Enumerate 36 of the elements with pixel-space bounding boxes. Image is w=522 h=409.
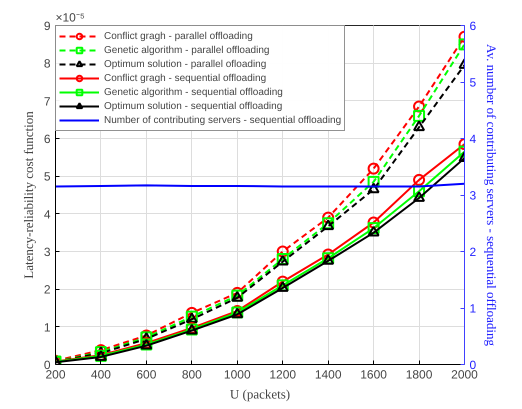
y-tick-label: 8 — [44, 56, 51, 71]
y2-tick-label: 2 — [470, 245, 476, 259]
legend-label: Genetic algorithm - sequential offloading — [104, 86, 283, 99]
x-tick-label: 1200 — [269, 368, 296, 382]
y-tick-label: 4 — [44, 207, 51, 222]
legend-label: Optimum solution - sequential offloading — [104, 100, 282, 113]
x-axis-title: U (packets) — [230, 386, 290, 402]
x-tick-label: 400 — [90, 368, 112, 382]
legend-label: Genetic algorithm - parallel offloading — [104, 44, 270, 57]
y2-tick-label: 6 — [470, 19, 476, 33]
y2-tick-label: 5 — [470, 76, 476, 90]
x-tick-label: 1400 — [314, 368, 342, 382]
y2-tick-label: 1 — [470, 302, 476, 316]
y-axis-title: Latency-reliability cost function — [20, 110, 36, 279]
x-tick-label: 600 — [136, 368, 157, 382]
x-tick-label: 800 — [182, 368, 202, 382]
x-tick-label: 1600 — [360, 368, 388, 382]
legend-label: Number of contributing servers - sequential offloading — [104, 114, 342, 127]
y-tick-label: 2 — [44, 282, 51, 297]
legend-label: Conflict gragh - parallel offloading — [104, 30, 253, 43]
text: ×10⁻⁵ — [56, 10, 85, 24]
x-tick-label: 200 — [45, 368, 66, 382]
x-tick-label: 1000 — [224, 368, 251, 382]
y-tick-label: 1 — [44, 320, 51, 334]
y-tick-label: 5 — [44, 170, 51, 184]
x-tick-label: 2000 — [451, 368, 478, 382]
y-tick-label: 3 — [44, 245, 51, 259]
x-tick-label: 1800 — [406, 368, 433, 382]
y2-axis-title: Av. number of contributing servers - sequential offloading — [484, 44, 500, 346]
y-tick-label: 6 — [44, 132, 51, 146]
legend-label: Conflict gragh - sequential offloading — [104, 72, 266, 85]
y-tick-label: 9 — [44, 19, 51, 33]
y2-tick-label: 4 — [470, 132, 476, 146]
legend-label: Optimum solution - parallel ofloading — [104, 58, 266, 71]
y2-tick-label: 3 — [470, 188, 476, 202]
y-tick-label: 7 — [44, 94, 51, 108]
